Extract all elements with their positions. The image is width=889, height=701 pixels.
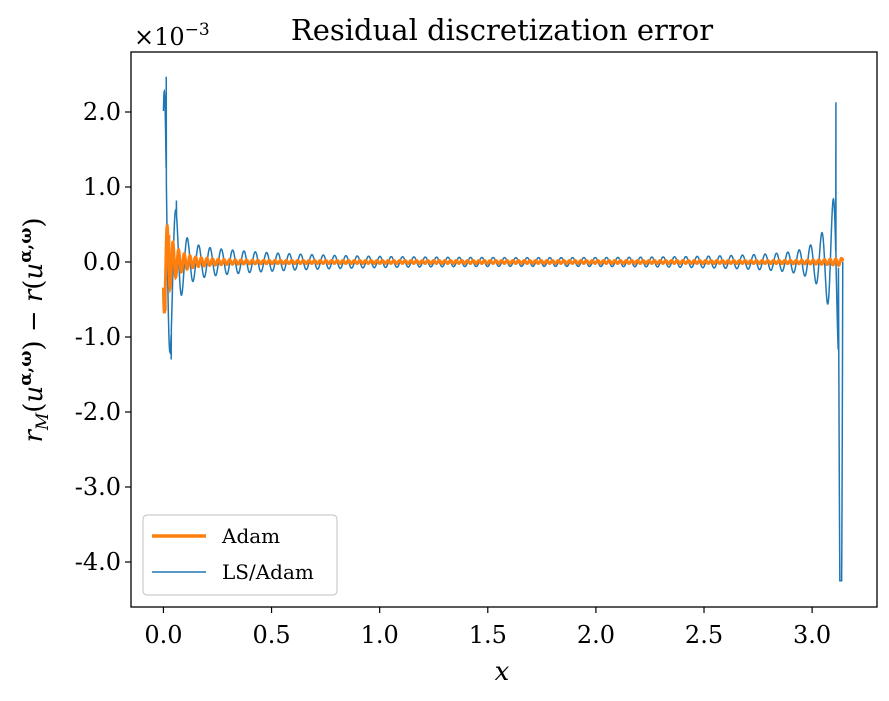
y-axis: 2.0 1.0 0.0 -1.0 -2.0 -3.0 -4.0: [75, 98, 131, 576]
legend-label-adam: Adam: [221, 524, 280, 548]
y-tick-label: -2.0: [75, 398, 121, 426]
x-tick-label: 1.0: [361, 621, 399, 649]
y-tick-label: -1.0: [75, 323, 121, 351]
x-tick-label: 1.5: [469, 621, 507, 649]
series-line-adam: [161, 224, 845, 314]
y-tick-label: 2.0: [83, 98, 121, 126]
x-tick-label: 3.0: [793, 621, 831, 649]
x-tick-label: 2.5: [685, 621, 723, 649]
chart-title: Residual discretization error: [291, 13, 713, 47]
y-tick-label: 1.0: [83, 173, 121, 201]
x-tick-label: 0.5: [252, 621, 290, 649]
x-axis: 0.0 0.5 1.0 1.5 2.0 2.5 3.0: [144, 607, 831, 649]
legend: Adam LS/Adam: [142, 514, 338, 596]
series-line-ls-adam: [162, 76, 844, 582]
legend-label-ls-adam: LS/Adam: [222, 560, 314, 584]
y-tick-label: -4.0: [75, 548, 121, 576]
plot-frame: [130, 51, 878, 608]
y-tick-label: 0.0: [83, 248, 121, 276]
x-axis-label: x: [495, 657, 510, 687]
plot-area: [130, 51, 878, 608]
y-tick-label: -3.0: [75, 473, 121, 501]
x-tick-label: 2.0: [577, 621, 615, 649]
x-tick-label: 0.0: [144, 621, 182, 649]
y-axis-label: rM(uα,ω) − r(uα,ω): [16, 217, 53, 442]
y-scale-multiplier: ×10−3: [134, 20, 210, 51]
